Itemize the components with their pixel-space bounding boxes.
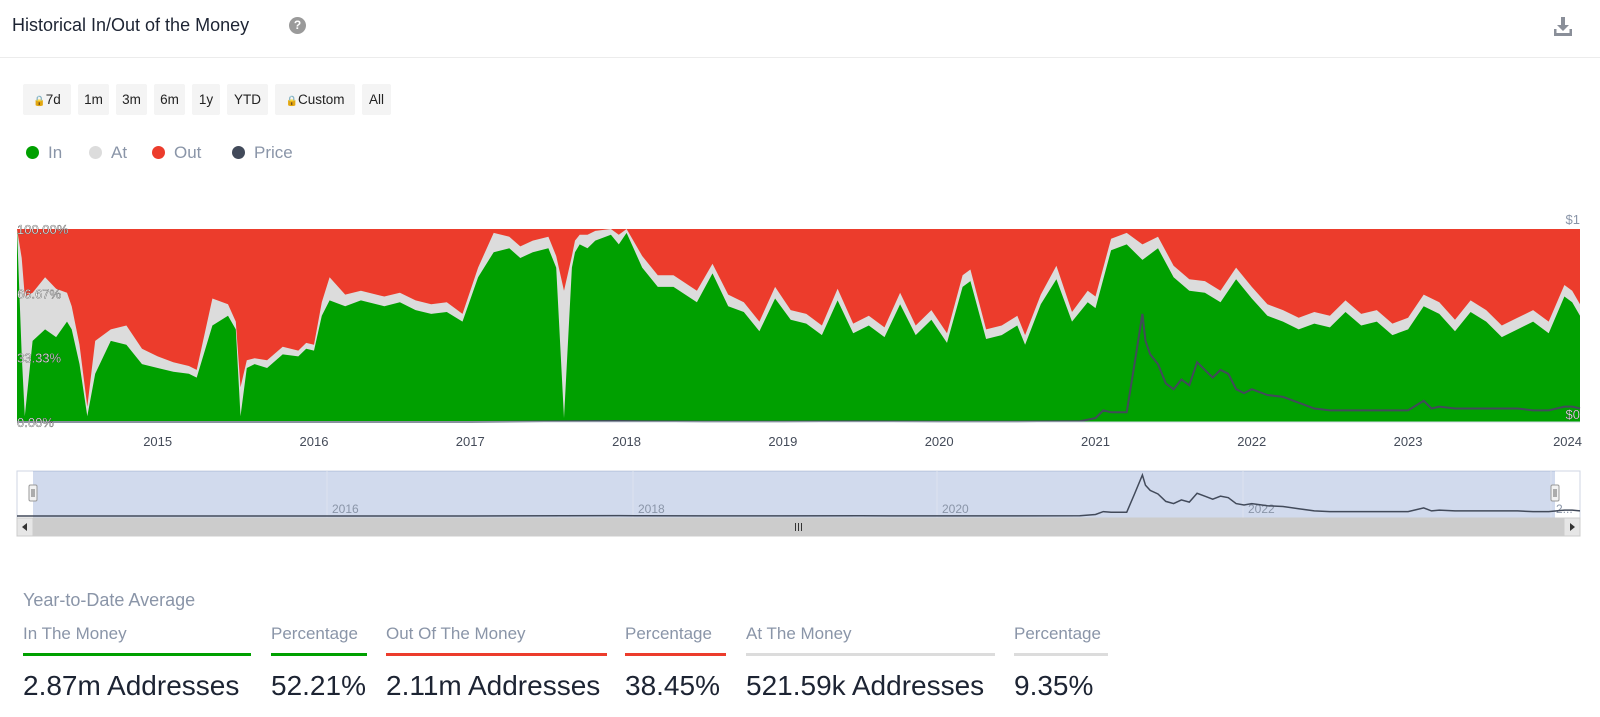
range-button-custom[interactable]: 🔒Custom	[275, 84, 355, 115]
legend-label: At	[111, 143, 128, 162]
range-button-7d[interactable]: 🔒7d	[23, 84, 71, 115]
navigator-handle-left[interactable]	[28, 484, 38, 502]
navigator-price-line	[17, 472, 1581, 517]
x-tick-label: 2015	[143, 434, 172, 449]
range-button-ytd[interactable]: YTD	[227, 84, 268, 115]
legend-dot	[152, 146, 165, 159]
arrow-left-icon	[22, 523, 27, 531]
stat-at-percentage: Percentage 9.35%	[1014, 624, 1108, 702]
legend-item-out[interactable]: Out	[152, 141, 201, 165]
y-tick-label: 33.33%	[17, 351, 62, 366]
legend-item-price[interactable]: Price	[232, 141, 293, 165]
stat-in-percentage: Percentage 52.21%	[271, 624, 367, 702]
stat-value: 9.35%	[1014, 670, 1094, 701]
x-tick-label: 2020	[925, 434, 954, 449]
x-tick-label: 2018	[612, 434, 641, 449]
navigator[interactable]	[16, 470, 1581, 519]
range-button-label: Custom	[297, 92, 345, 107]
lock-icon: 🔒	[285, 96, 298, 107]
range-button-6m[interactable]: 6m	[154, 84, 185, 115]
x-tick-label: 2022	[1237, 434, 1266, 449]
range-button-1y[interactable]: 1y	[192, 84, 220, 115]
legend-dot	[232, 146, 245, 159]
navigator-label: 2018	[638, 502, 665, 516]
download-icon[interactable]	[1551, 14, 1575, 38]
range-button-label: 3m	[122, 92, 141, 107]
range-button-label: 7d	[45, 92, 61, 107]
stat-label: In The Money	[23, 624, 251, 656]
stat-out-percentage: Percentage 38.45%	[625, 624, 726, 702]
navigator-label: 2020	[942, 502, 969, 516]
range-button-label: YTD	[234, 92, 261, 107]
stat-label: At The Money	[746, 624, 995, 656]
chart[interactable]: 0.00% 33.33% 66.67% 100.00% $1 $0 2015 2016 2017…	[0, 200, 1600, 545]
stat-value: 521.59k Addresses	[746, 670, 985, 701]
navigator-label: 2016	[332, 502, 359, 516]
stat-value: 52.21%	[271, 670, 366, 701]
legend-item-at[interactable]: At	[89, 141, 127, 165]
legend-dot	[26, 146, 39, 159]
stat-in-the-money: In The Money 2.87m Addresses	[23, 624, 251, 702]
stat-label: Percentage	[1014, 624, 1108, 656]
x-tick-label: 2024	[1553, 434, 1582, 449]
navigator-label: 2...	[1556, 502, 1573, 516]
stat-label: Out Of The Money	[386, 624, 607, 656]
stat-value: 2.87m Addresses	[23, 670, 240, 701]
range-button-label: 1m	[84, 92, 103, 107]
navigator-handle-right[interactable]	[1550, 484, 1560, 502]
chart-header: Historical In/Out of the Money ?	[0, 0, 1600, 58]
stat-label: Percentage	[271, 624, 367, 656]
in-area	[17, 229, 1580, 422]
lock-icon: 🔒	[33, 96, 46, 107]
stats-title: Year-to-Date Average	[23, 590, 196, 610]
help-icon[interactable]: ?	[289, 17, 306, 34]
legend-item-in[interactable]: In	[26, 141, 62, 165]
x-tick-label: 2017	[456, 434, 485, 449]
legend-label: In	[48, 143, 63, 162]
range-button-label: 6m	[160, 92, 179, 107]
stat-out-of-the-money: Out Of The Money 2.11m Addresses	[386, 624, 607, 702]
arrow-right-icon	[1570, 523, 1575, 531]
legend-label: Price	[254, 143, 293, 162]
page-title: Historical In/Out of the Money	[12, 15, 250, 35]
range-button-label: All	[368, 92, 384, 107]
range-button-label: 1y	[198, 92, 214, 107]
y-tick-label: 66.67%	[17, 286, 62, 301]
x-tick-label: 2019	[768, 434, 797, 449]
price-axis-label: $0	[1566, 407, 1580, 422]
y-tick-label: 0.00%	[17, 415, 54, 430]
legend-dot	[89, 146, 102, 159]
x-tick-label: 2016	[300, 434, 329, 449]
navigator-selection[interactable]	[33, 471, 1555, 518]
stat-value: 38.45%	[625, 670, 720, 701]
range-button-1m[interactable]: 1m	[78, 84, 109, 115]
price-axis-label: $1	[1566, 212, 1580, 227]
range-button-all[interactable]: All	[362, 84, 391, 115]
range-button-3m[interactable]: 3m	[116, 84, 147, 115]
price-line	[17, 313, 1581, 423]
x-tick-label: 2021	[1081, 434, 1110, 449]
legend-label: Out	[174, 143, 202, 162]
stat-label: Percentage	[625, 624, 726, 656]
y-tick-label: 100.00%	[17, 222, 69, 237]
stat-at-the-money: At The Money 521.59k Addresses	[746, 624, 995, 702]
x-tick-label: 2023	[1394, 434, 1423, 449]
stat-value: 2.11m Addresses	[386, 670, 601, 701]
